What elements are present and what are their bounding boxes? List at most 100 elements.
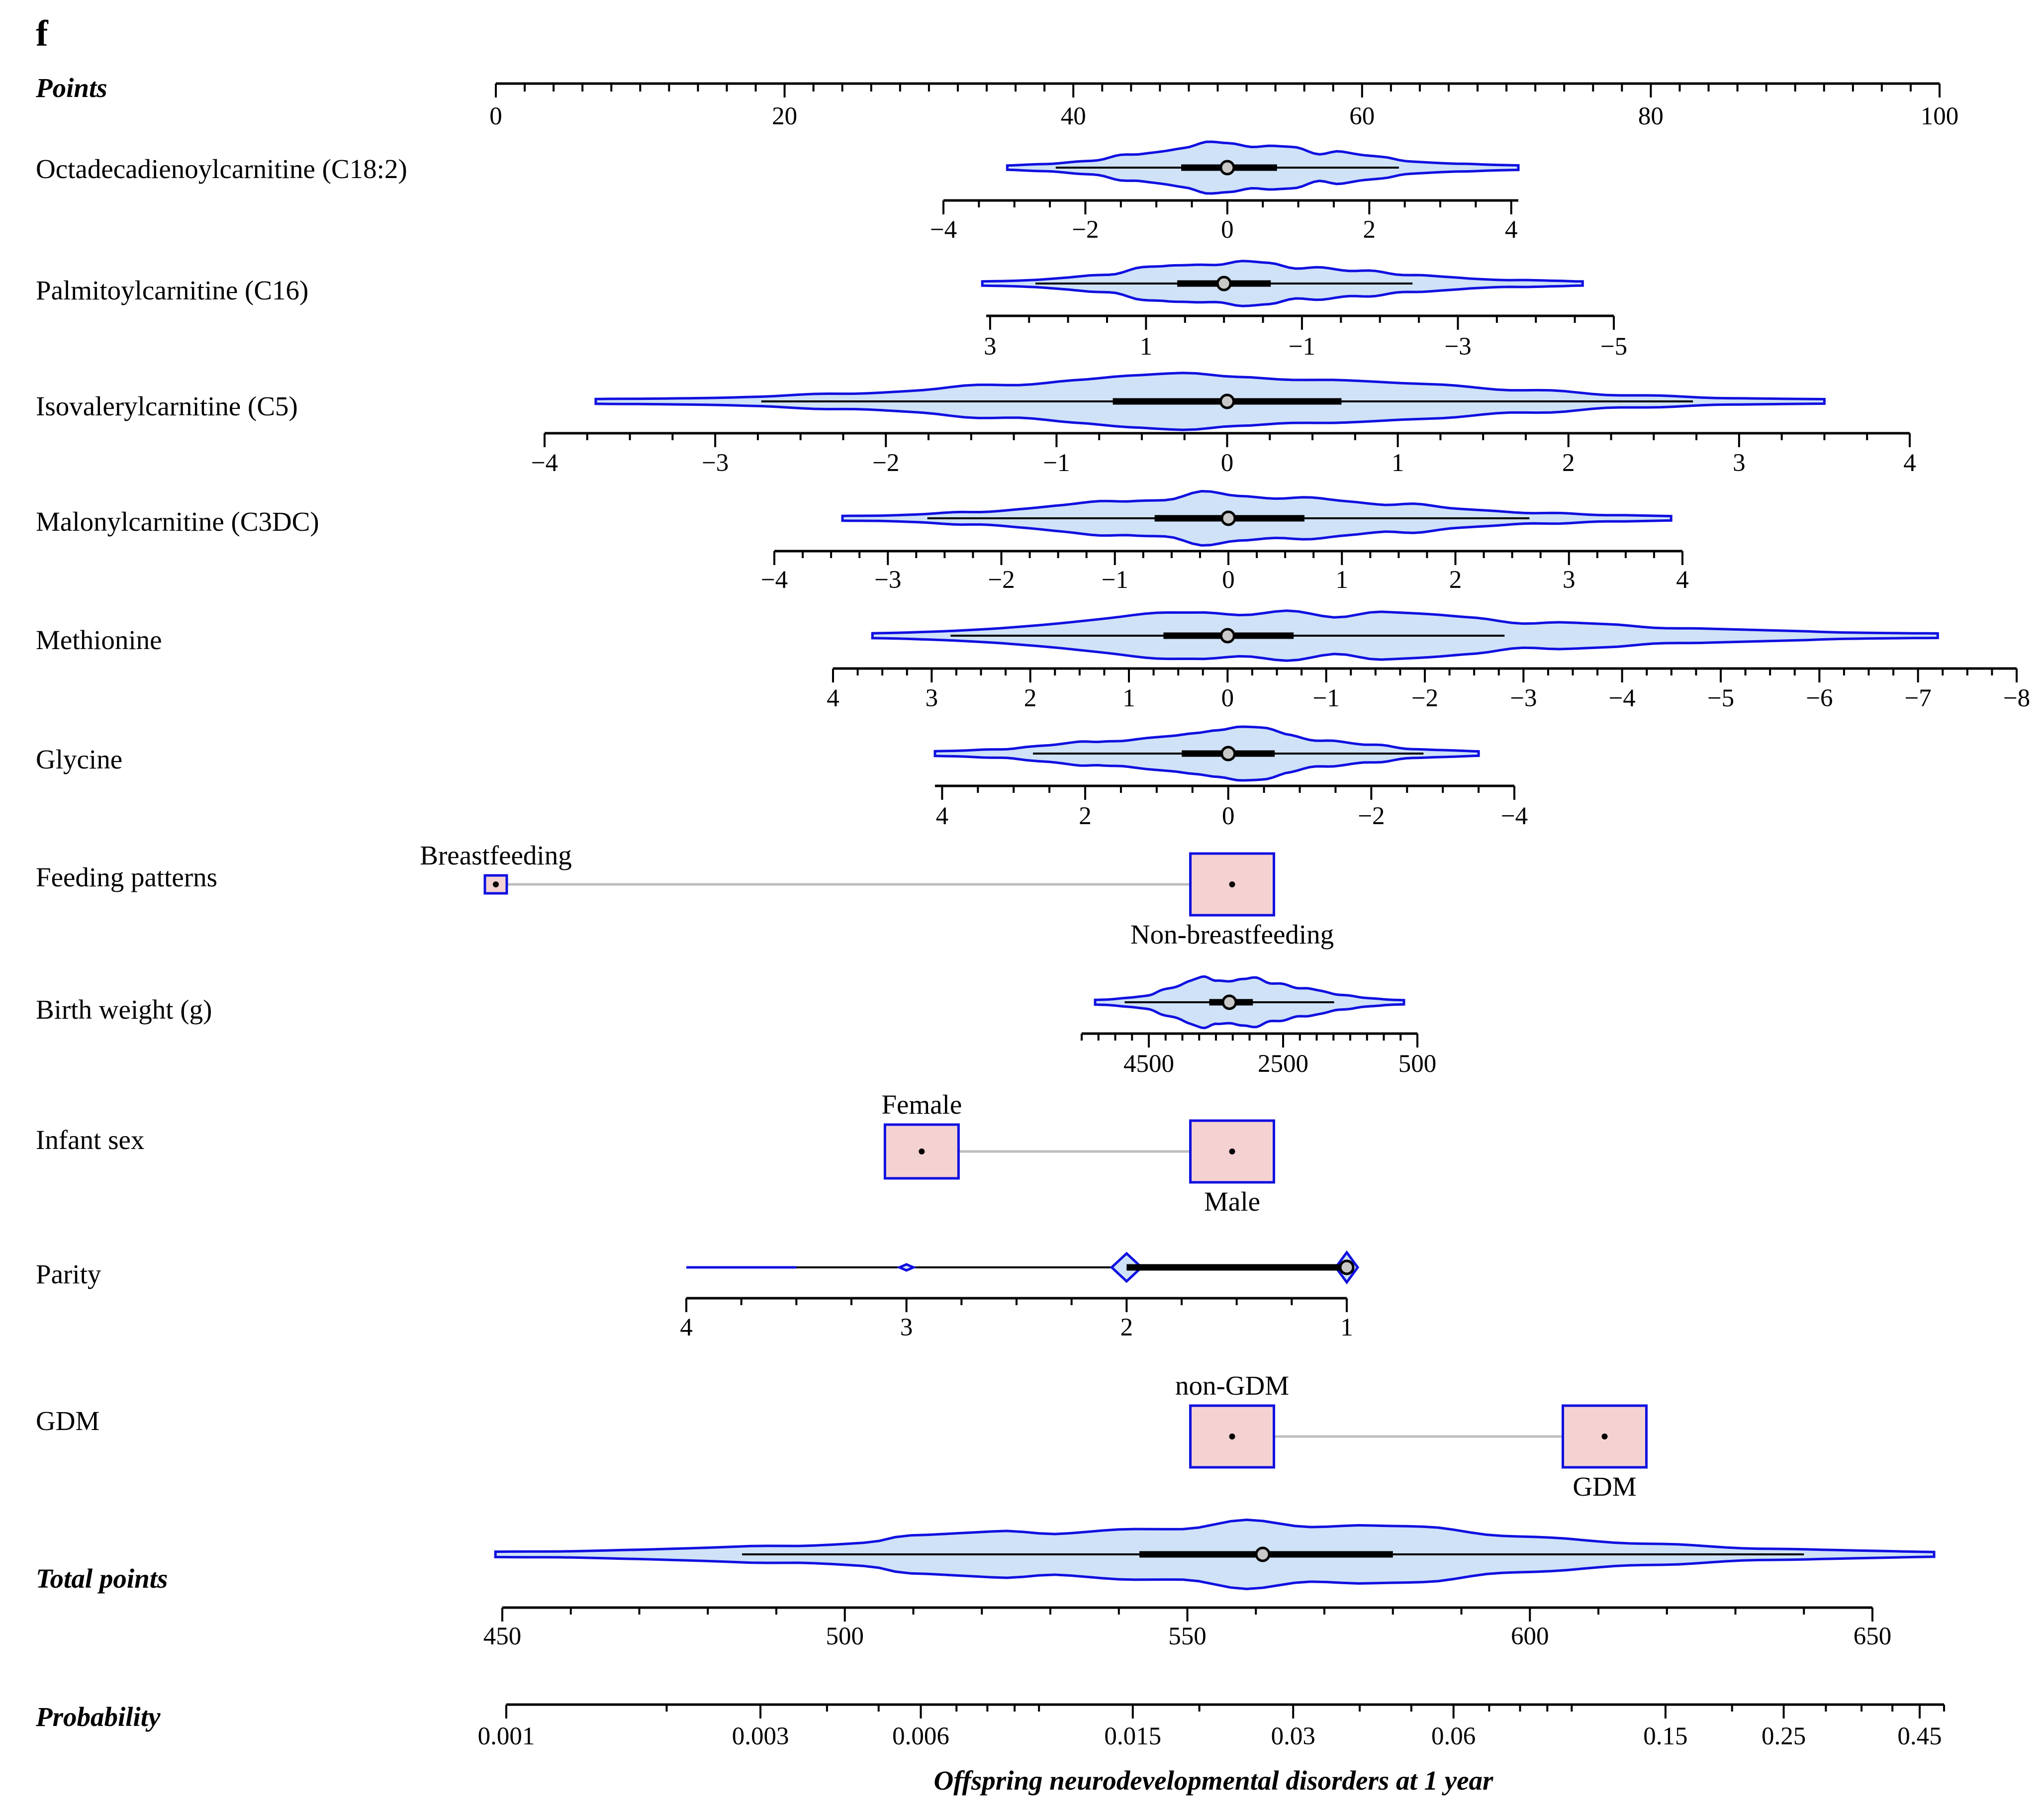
axis-gly-tick-label: −4 <box>1501 802 1528 830</box>
box-total-median <box>1255 1546 1271 1562</box>
axis-met-tick-label: 1 <box>1122 684 1135 712</box>
cat-label-gdm: GDM <box>1573 1471 1636 1502</box>
axis-c5-tick-label: 1 <box>1392 449 1404 477</box>
axis-bw-tick-label: 4500 <box>1123 1050 1174 1078</box>
axis-parity-tick-label: 1 <box>1340 1314 1353 1341</box>
cat-label-feed: Non-breastfeeding <box>1130 919 1334 950</box>
axis-met-tick-label: −5 <box>1707 684 1734 712</box>
cat-dot-sex <box>919 1148 925 1154</box>
cat-dot-gdm <box>1229 1434 1235 1439</box>
row-label-sex: Infant sex <box>36 1125 144 1155</box>
axis-met-tick-label: −1 <box>1313 684 1340 712</box>
axis-parity-tick-label: 2 <box>1120 1314 1133 1341</box>
axis-c182-tick-label: 4 <box>1505 216 1518 244</box>
box-c3dc-median <box>1220 510 1236 526</box>
axis-met-tick-label: −3 <box>1510 684 1537 712</box>
axis-c5-tick-label: −2 <box>872 449 899 477</box>
axis-total-tick-label: 550 <box>1168 1623 1207 1650</box>
cat-label-sex: Female <box>881 1089 962 1120</box>
axis-met-tick-label: −7 <box>1905 684 1932 712</box>
row-label-bw: Birth weight (g) <box>36 994 212 1025</box>
axis-gly-tick-label: 2 <box>1079 802 1092 830</box>
axis-c3dc-tick-label: −1 <box>1102 566 1128 594</box>
axis-parity-tick-label: 4 <box>680 1314 693 1341</box>
axis-bw-tick-label: 500 <box>1398 1050 1437 1078</box>
axis-c5-tick-label: 3 <box>1733 449 1746 477</box>
axis-c5-tick-label: −4 <box>531 449 558 477</box>
box-c182-median <box>1219 160 1235 176</box>
row-label-c16: Palmitoylcarnitine (C16) <box>36 275 308 305</box>
axis-c5-tick-label: −3 <box>702 449 729 477</box>
axis-met-tick-label: 3 <box>926 684 938 712</box>
probability-xlabel: Offspring neurodevelopmental disorders a… <box>934 1765 1494 1796</box>
axis-c5-tick-label: 4 <box>1903 449 1916 477</box>
axis-parity-tick-label: 3 <box>900 1314 913 1341</box>
row-label-gly: Glycine <box>36 744 122 774</box>
axis-gly-tick-label: 0 <box>1222 802 1235 830</box>
axis-gly-tick-label: 4 <box>936 802 949 830</box>
row-label-parity: Parity <box>36 1259 101 1289</box>
total-points-label: Total points <box>36 1563 168 1594</box>
axis-met-tick-label: −4 <box>1609 684 1636 712</box>
row-label-met: Methionine <box>36 625 162 655</box>
row-label-c5: Isovalerylcarnitine (C5) <box>36 391 298 421</box>
points-tick-label: 80 <box>1638 102 1664 130</box>
axis-c5-tick-label: 2 <box>1562 449 1575 477</box>
parity-mass <box>896 1263 917 1272</box>
axis-c3dc-tick-label: −4 <box>761 566 788 594</box>
axis-c182-tick-label: 0 <box>1221 216 1234 244</box>
prob-tick-label: 0.006 <box>892 1722 949 1750</box>
axis-c5-tick-label: −1 <box>1043 449 1070 477</box>
axis-c3dc-tick-label: 1 <box>1336 566 1349 594</box>
axis-c16-tick-label: −1 <box>1289 333 1315 361</box>
axis-c3dc-tick-label: −2 <box>988 566 1015 594</box>
axis-total-tick-label: 450 <box>483 1623 522 1650</box>
cat-dot-feed <box>493 881 499 887</box>
axis-c16-tick-label: 3 <box>984 333 997 361</box>
probability-label: Probability <box>35 1702 161 1732</box>
points-tick-label: 20 <box>772 102 797 130</box>
axis-c3dc-tick-label: 2 <box>1449 566 1462 594</box>
axis-total-tick-label: 650 <box>1854 1623 1892 1650</box>
points-tick-label: 60 <box>1349 102 1375 130</box>
axis-c16-tick-label: −5 <box>1600 333 1627 361</box>
box-c5-median <box>1219 393 1235 409</box>
cat-dot-gdm <box>1601 1434 1608 1439</box>
axis-c3dc-tick-label: 3 <box>1563 566 1576 594</box>
prob-tick-label: 0.45 <box>1897 1722 1942 1750</box>
axis-c16-tick-label: 1 <box>1140 333 1153 361</box>
cat-dot-sex <box>1229 1148 1235 1154</box>
panel-label: f <box>36 13 49 54</box>
axis-c3dc-tick-label: −3 <box>874 566 901 594</box>
prob-tick-label: 0.03 <box>1271 1722 1315 1750</box>
box-gly-median <box>1220 746 1236 762</box>
box-bw-median <box>1221 994 1237 1010</box>
prob-tick-label: 0.003 <box>732 1722 789 1750</box>
axis-gly-tick-label: −2 <box>1358 802 1385 830</box>
row-label-c182: Octadecadienoylcarnitine (C18:2) <box>36 154 407 184</box>
axis-bw-tick-label: 2500 <box>1258 1050 1308 1078</box>
axis-c16-tick-label: −3 <box>1444 333 1471 361</box>
axis-c3dc-tick-label: 4 <box>1676 566 1689 594</box>
row-label-gdm: GDM <box>36 1406 99 1436</box>
axis-met-tick-label: 4 <box>827 684 839 712</box>
points-tick-label: 40 <box>1061 102 1086 130</box>
axis-met-tick-label: −2 <box>1411 684 1438 712</box>
row-label-c3dc: Malonylcarnitine (C3DC) <box>36 506 319 537</box>
axis-total-tick-label: 600 <box>1511 1623 1549 1650</box>
prob-tick-label: 0.015 <box>1104 1722 1161 1750</box>
box-c16-median <box>1216 276 1232 291</box>
cat-box-gdm <box>1562 1404 1648 1469</box>
prob-tick-label: 0.15 <box>1643 1722 1687 1750</box>
points-tick-label: 100 <box>1921 102 1959 130</box>
axis-c182-tick-label: 2 <box>1363 216 1376 244</box>
axis-c3dc-tick-label: 0 <box>1222 566 1235 594</box>
axis-met-tick-label: −6 <box>1806 684 1833 712</box>
cat-dot-feed <box>1229 881 1235 887</box>
prob-tick-label: 0.06 <box>1431 1722 1476 1750</box>
axis-met-tick-label: 2 <box>1024 684 1037 712</box>
points-tick-label: 0 <box>489 102 502 130</box>
axis-c182-tick-label: −2 <box>1072 216 1099 244</box>
axis-met-tick-label: 0 <box>1221 684 1234 712</box>
